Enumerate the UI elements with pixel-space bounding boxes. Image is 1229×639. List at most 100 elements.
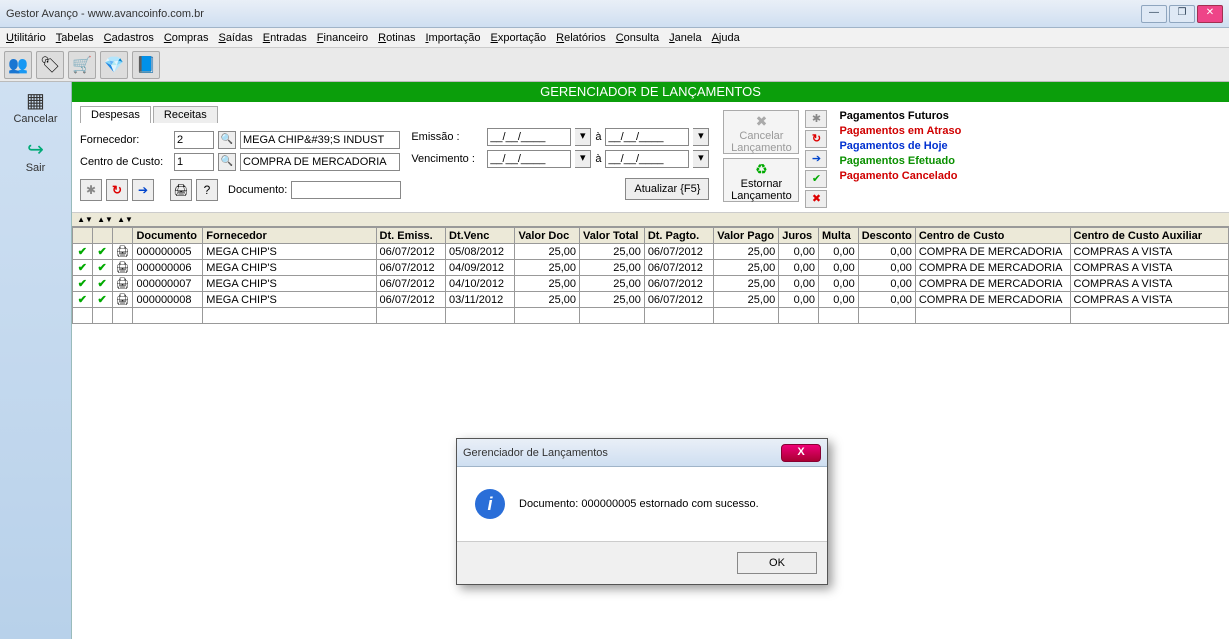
cancel-x-icon: ✖ bbox=[724, 113, 798, 130]
col-2[interactable] bbox=[112, 228, 133, 244]
fornecedor-label: Fornecedor: bbox=[80, 134, 170, 146]
legend-ic-futuros: ✱ bbox=[805, 110, 827, 128]
col-11[interactable]: Juros bbox=[779, 228, 819, 244]
toolbar-btn-2[interactable]: 🏷 bbox=[36, 51, 64, 79]
col-12[interactable]: Multa bbox=[819, 228, 859, 244]
menu-compras[interactable]: Compras bbox=[164, 32, 209, 44]
col-14[interactable]: Centro de Custo bbox=[915, 228, 1070, 244]
emissao-from-drop[interactable]: ▾ bbox=[575, 128, 591, 146]
col-13[interactable]: Desconto bbox=[858, 228, 915, 244]
col-10[interactable]: Valor Pago bbox=[714, 228, 779, 244]
col-4[interactable]: Fornecedor bbox=[203, 228, 376, 244]
toolbar-btn-4[interactable]: 💎 bbox=[100, 51, 128, 79]
estornar-lancamento-button[interactable]: ♻ Estornar Lançamento bbox=[723, 158, 799, 202]
fornecedor-search-icon[interactable] bbox=[218, 131, 236, 149]
window-title: Gestor Avanço - www.avancoinfo.com.br bbox=[6, 8, 1139, 20]
tabs: Despesas Receitas bbox=[80, 106, 401, 123]
centro-code-input[interactable] bbox=[174, 153, 214, 171]
col-9[interactable]: Dt. Pagto. bbox=[644, 228, 713, 244]
minimize-button[interactable]: — bbox=[1141, 5, 1167, 23]
venc-from-drop[interactable]: ▾ bbox=[575, 150, 591, 168]
col-3[interactable]: Documento bbox=[133, 228, 203, 244]
tab-despesas[interactable]: Despesas bbox=[80, 106, 151, 123]
toolbar-btn-3[interactable]: 🛒 bbox=[68, 51, 96, 79]
venc-to-drop[interactable]: ▾ bbox=[693, 150, 709, 168]
filter-btn-arrow[interactable]: ➔ bbox=[132, 179, 154, 201]
centro-name-input[interactable] bbox=[240, 153, 400, 171]
toolbar-btn-5[interactable]: 📘 bbox=[132, 51, 160, 79]
filter-btn-star[interactable]: ✱ bbox=[80, 179, 102, 201]
table-row[interactable]: ✔✔🖨000000005MEGA CHIP'S06/07/201205/08/2… bbox=[73, 244, 1229, 260]
menu-utilitário[interactable]: Utilitário bbox=[6, 32, 46, 44]
menu-rotinas[interactable]: Rotinas bbox=[378, 32, 415, 44]
menu-relatórios[interactable]: Relatórios bbox=[556, 32, 606, 44]
dialog-message: Documento: 000000005 estornado com suces… bbox=[519, 498, 759, 510]
menu-entradas[interactable]: Entradas bbox=[263, 32, 307, 44]
dialog-ok-button[interactable]: OK bbox=[737, 552, 817, 574]
menu-financeiro[interactable]: Financeiro bbox=[317, 32, 368, 44]
table-row[interactable]: ✔✔🖨000000007MEGA CHIP'S06/07/201204/10/2… bbox=[73, 276, 1229, 292]
sort-col3[interactable]: ▲▼ bbox=[116, 215, 134, 224]
sort-col1[interactable]: ▲▼ bbox=[76, 215, 94, 224]
col-15[interactable]: Centro de Custo Auxiliar bbox=[1070, 228, 1228, 244]
sidebar-cancel-label: Cancelar bbox=[13, 113, 57, 125]
fornecedor-name-input[interactable] bbox=[240, 131, 400, 149]
col-6[interactable]: Dt.Venc bbox=[446, 228, 515, 244]
menu-exportação[interactable]: Exportação bbox=[491, 32, 547, 44]
menu-saídas[interactable]: Saídas bbox=[218, 32, 252, 44]
legend-ic-hoje: ➔ bbox=[805, 150, 827, 168]
col-5[interactable]: Dt. Emiss. bbox=[376, 228, 445, 244]
table-row[interactable]: ✔✔🖨000000006MEGA CHIP'S06/07/201204/09/2… bbox=[73, 260, 1229, 276]
col-1[interactable] bbox=[92, 228, 112, 244]
filters-panel: Despesas Receitas Fornecedor: Centro de … bbox=[72, 102, 1229, 213]
filter-btn-refresh[interactable]: ↻ bbox=[106, 179, 128, 201]
menu-importação[interactable]: Importação bbox=[425, 32, 480, 44]
a1: à bbox=[595, 131, 601, 143]
legend-efetuado: Pagamentos Efetuado bbox=[839, 155, 955, 167]
sidebar-exit[interactable]: ↪ Sair bbox=[26, 137, 46, 174]
filter-btn-help[interactable]: ? bbox=[196, 179, 218, 201]
dialog-close-button[interactable]: X bbox=[781, 444, 821, 462]
legend-ic-atraso: ↻ bbox=[805, 130, 827, 148]
col-7[interactable]: Valor Doc bbox=[515, 228, 580, 244]
sidebar-cancel[interactable]: ▦ Cancelar bbox=[13, 88, 57, 125]
menu-consulta[interactable]: Consulta bbox=[616, 32, 659, 44]
emissao-to[interactable] bbox=[605, 128, 689, 146]
legend-ic-cancelado: ✖ bbox=[805, 190, 827, 208]
sidebar-exit-label: Sair bbox=[26, 162, 46, 174]
sort-col2[interactable]: ▲▼ bbox=[96, 215, 114, 224]
a2: à bbox=[595, 153, 601, 165]
centro-label: Centro de Custo: bbox=[80, 156, 170, 168]
fornecedor-code-input[interactable] bbox=[174, 131, 214, 149]
col-0[interactable] bbox=[73, 228, 93, 244]
venc-from[interactable] bbox=[487, 150, 571, 168]
venc-label: Vencimento : bbox=[411, 153, 483, 165]
legend-ic-efetuado: ✔ bbox=[805, 170, 827, 188]
tab-receitas[interactable]: Receitas bbox=[153, 106, 218, 123]
emissao-to-drop[interactable]: ▾ bbox=[693, 128, 709, 146]
venc-to[interactable] bbox=[605, 150, 689, 168]
recycle-icon: ♻ bbox=[724, 161, 798, 178]
menu-janela[interactable]: Janela bbox=[669, 32, 701, 44]
atualizar-button[interactable]: Atualizar {F5} bbox=[625, 178, 709, 200]
col-8[interactable]: Valor Total bbox=[579, 228, 644, 244]
menu-tabelas[interactable]: Tabelas bbox=[56, 32, 94, 44]
cancelar-lancamento-button[interactable]: ✖ Cancelar Lançamento bbox=[723, 110, 799, 154]
left-sidebar: ▦ Cancelar ↪ Sair bbox=[0, 82, 72, 639]
menu-cadastros[interactable]: Cadastros bbox=[104, 32, 154, 44]
table-row[interactable]: ✔✔🖨000000008MEGA CHIP'S06/07/201203/11/2… bbox=[73, 292, 1229, 308]
documento-input[interactable] bbox=[291, 181, 401, 199]
emissao-from[interactable] bbox=[487, 128, 571, 146]
documento-label: Documento: bbox=[228, 184, 287, 196]
toolbar-btn-1[interactable]: 👥 bbox=[4, 51, 32, 79]
menu-ajuda[interactable]: Ajuda bbox=[712, 32, 740, 44]
filter-btn-print[interactable]: 🖨 bbox=[170, 179, 192, 201]
maximize-button[interactable]: ❐ bbox=[1169, 5, 1195, 23]
panel-title: GERENCIADOR DE LANÇAMENTOS bbox=[72, 82, 1229, 102]
legend-atraso: Pagamentos em Atraso bbox=[839, 125, 961, 137]
info-icon: i bbox=[475, 489, 505, 519]
close-button[interactable]: ✕ bbox=[1197, 5, 1223, 23]
emissao-label: Emissão : bbox=[411, 131, 483, 143]
menu-bar: Utilitário Tabelas Cadastros Compras Saídas E… bbox=[0, 28, 1229, 48]
centro-search-icon[interactable] bbox=[218, 153, 236, 171]
